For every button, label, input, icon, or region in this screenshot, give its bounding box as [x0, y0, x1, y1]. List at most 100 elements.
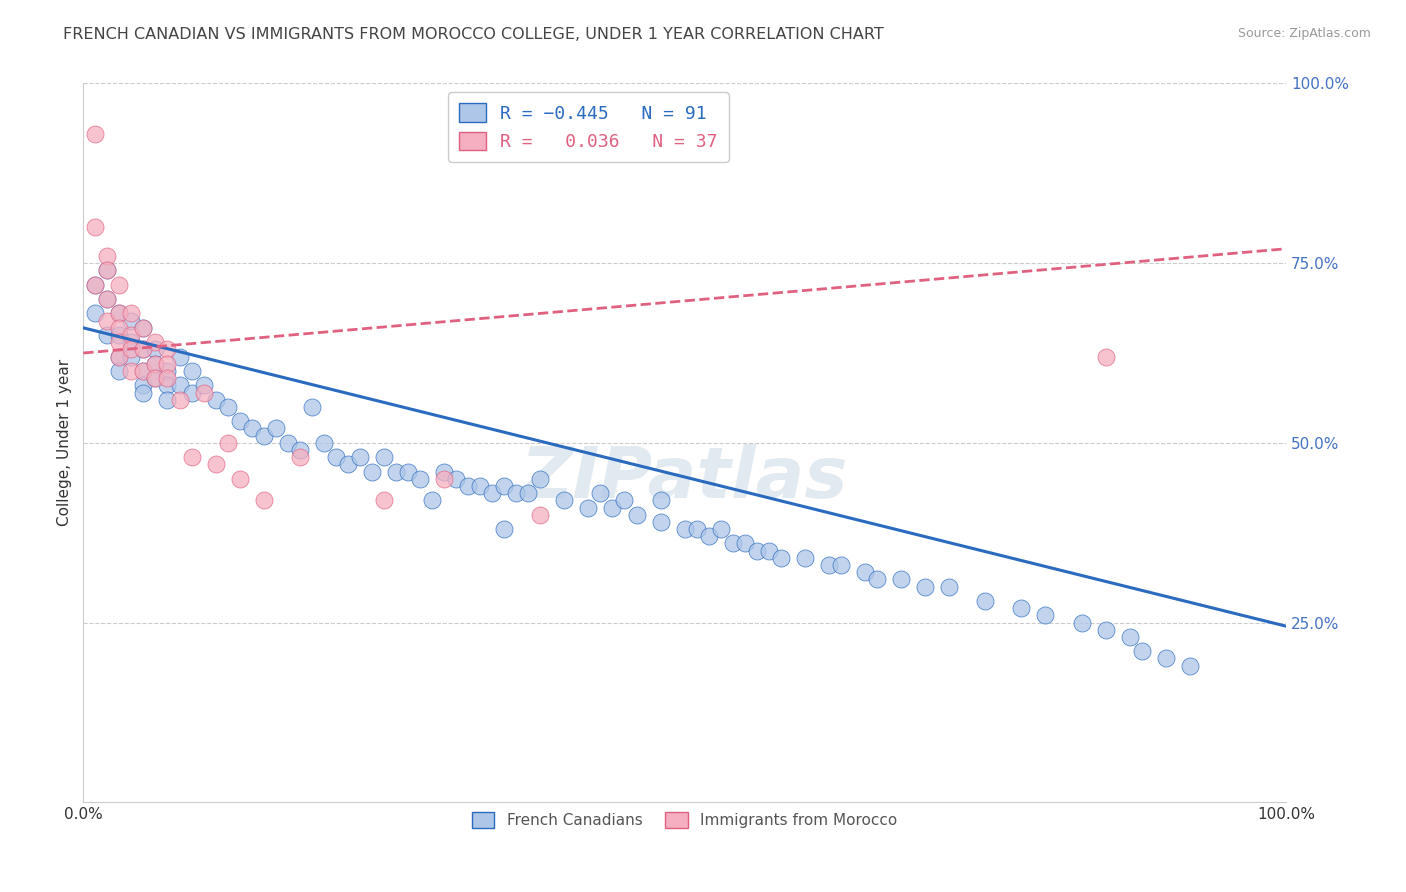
Point [108, 350, 131, 364]
Point [96, 249, 118, 263]
Point [145, 343, 167, 357]
Legend: French Canadians, Immigrants from Morocco: French Canadians, Immigrants from Morocc… [465, 806, 904, 834]
Point [420, 493, 443, 508]
Point [553, 493, 575, 508]
Point [650, 515, 672, 529]
Point [120, 306, 142, 320]
Point [529, 508, 551, 522]
Point [745, 543, 768, 558]
Point [396, 465, 419, 479]
Point [217, 400, 239, 414]
Point [96, 263, 118, 277]
Point [373, 450, 395, 465]
Point [180, 450, 202, 465]
Point [481, 486, 503, 500]
Point [769, 550, 792, 565]
Point [938, 580, 960, 594]
Point [277, 435, 299, 450]
Point [697, 529, 720, 543]
Point [204, 392, 226, 407]
Point [505, 486, 527, 500]
Point [301, 400, 323, 414]
Point [120, 364, 142, 378]
Point [132, 321, 155, 335]
Point [793, 550, 815, 565]
Point [156, 343, 179, 357]
Point [914, 580, 936, 594]
Point [96, 328, 118, 343]
Point [108, 328, 131, 343]
Point [866, 573, 889, 587]
Point [734, 536, 756, 550]
Point [433, 472, 456, 486]
Point [253, 493, 276, 508]
Point [1094, 623, 1116, 637]
Point [853, 566, 876, 580]
Point [204, 458, 226, 472]
Point [193, 385, 215, 400]
Point [96, 292, 118, 306]
Point [108, 306, 131, 320]
Point [349, 450, 371, 465]
Point [312, 435, 335, 450]
Point [96, 263, 118, 277]
Point [818, 558, 841, 572]
Point [228, 472, 250, 486]
Point [494, 522, 516, 536]
Point [217, 435, 239, 450]
Point [145, 357, 167, 371]
Point [710, 522, 733, 536]
Point [578, 500, 600, 515]
Point [120, 328, 142, 343]
Point [385, 465, 408, 479]
Point [193, 378, 215, 392]
Point [685, 522, 707, 536]
Point [145, 371, 167, 385]
Point [156, 371, 179, 385]
Point [1178, 658, 1201, 673]
Point [132, 378, 155, 392]
Point [288, 450, 311, 465]
Point [108, 277, 131, 292]
Point [180, 364, 202, 378]
Point [145, 335, 167, 350]
Point [145, 357, 167, 371]
Point [120, 335, 142, 350]
Point [974, 594, 997, 608]
Point [169, 350, 191, 364]
Point [602, 500, 624, 515]
Point [626, 508, 648, 522]
Point [120, 350, 142, 364]
Point [84, 277, 107, 292]
Point [228, 414, 250, 428]
Point [156, 364, 179, 378]
Point [758, 543, 780, 558]
Point [830, 558, 852, 572]
Point [132, 343, 155, 357]
Point [890, 573, 912, 587]
Point [169, 378, 191, 392]
Point [132, 364, 155, 378]
Point [156, 378, 179, 392]
Point [1035, 608, 1057, 623]
Point [108, 321, 131, 335]
Point [156, 392, 179, 407]
Point [361, 465, 384, 479]
Point [108, 335, 131, 350]
Point [1130, 644, 1153, 658]
Point [444, 472, 467, 486]
Point [409, 472, 432, 486]
Point [240, 421, 263, 435]
Point [589, 486, 612, 500]
Point [673, 522, 696, 536]
Point [108, 306, 131, 320]
Point [132, 343, 155, 357]
Point [517, 486, 540, 500]
Point [288, 443, 311, 458]
Point [132, 385, 155, 400]
Point [325, 450, 347, 465]
Point [721, 536, 744, 550]
Point [253, 428, 276, 442]
Point [1154, 651, 1177, 665]
Point [96, 292, 118, 306]
